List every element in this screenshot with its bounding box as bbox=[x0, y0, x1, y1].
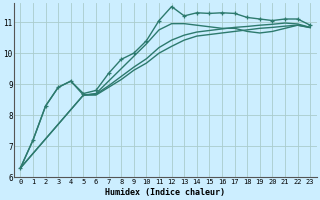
X-axis label: Humidex (Indice chaleur): Humidex (Indice chaleur) bbox=[105, 188, 225, 197]
